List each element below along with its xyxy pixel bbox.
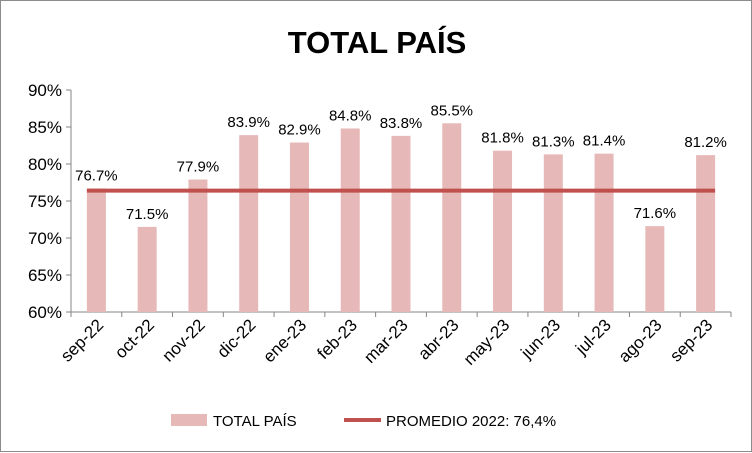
y-tick-label: 90%: [28, 81, 62, 100]
y-tick-label: 70%: [28, 229, 62, 248]
x-tick-label: jul-23: [571, 315, 615, 359]
bar: [442, 123, 462, 312]
x-tick-label: oct-22: [111, 315, 158, 362]
data-label: 85.5%: [430, 102, 473, 119]
bar: [340, 128, 360, 312]
x-tick-label: sep-22: [57, 315, 107, 365]
x-tick-label: sep-23: [666, 315, 716, 365]
x-tick-label: feb-23: [314, 315, 362, 363]
data-label: 71.5%: [126, 206, 169, 223]
data-label: 83.9%: [227, 114, 270, 131]
data-label: 81.3%: [532, 133, 575, 150]
data-label: 71.6%: [634, 205, 677, 222]
x-tick-label: ago-23: [615, 315, 666, 366]
x-tick-label: abr-23: [414, 315, 462, 363]
bar: [493, 150, 513, 312]
data-label: 84.8%: [329, 107, 372, 124]
data-label: 81.4%: [583, 133, 626, 150]
y-tick-label: 60%: [28, 303, 62, 322]
data-label: 81.8%: [481, 130, 524, 147]
bar: [137, 226, 157, 312]
bar: [86, 188, 106, 312]
bar: [391, 135, 411, 312]
legend-label-bars: TOTAL PAÍS: [213, 413, 297, 430]
bar: [289, 142, 309, 312]
data-labels: 76.7% 71.5% 77.9% 83.9% 82.9% 84.8% 83.8% 85.5%…: [75, 102, 727, 223]
data-label: 83.8%: [380, 115, 423, 132]
legend: TOTAL PAÍS PROMEDIO 2022: 76,4%: [171, 413, 556, 430]
data-label: 81.2%: [684, 134, 727, 151]
y-tick-label: 65%: [28, 266, 62, 285]
bar: [239, 135, 259, 312]
bar: [696, 155, 716, 312]
x-tick-label: may-23: [460, 315, 514, 369]
chart-title: TOTAL PAÍS: [288, 25, 467, 60]
bar: [543, 154, 563, 312]
bars: [86, 123, 716, 312]
y-tick-label: 80%: [28, 155, 62, 174]
bar: [188, 179, 208, 312]
data-label: 77.9%: [177, 159, 220, 176]
bar: [594, 153, 614, 312]
legend-swatch-bars: [171, 414, 207, 426]
legend-label-average: PROMEDIO 2022: 76,4%: [386, 413, 556, 430]
data-label: 76.7%: [75, 167, 118, 184]
x-tick-label: jun-23: [517, 315, 565, 363]
data-label: 82.9%: [278, 122, 321, 139]
x-tick-label: mar-23: [360, 315, 412, 367]
x-tick-label: nov-22: [159, 315, 209, 365]
bar: [645, 226, 665, 312]
y-tick-label: 75%: [28, 192, 62, 211]
x-tick-label: dic-22: [213, 315, 259, 361]
y-tick-label: 85%: [28, 118, 62, 137]
x-tick-label: ene-23: [259, 315, 310, 366]
